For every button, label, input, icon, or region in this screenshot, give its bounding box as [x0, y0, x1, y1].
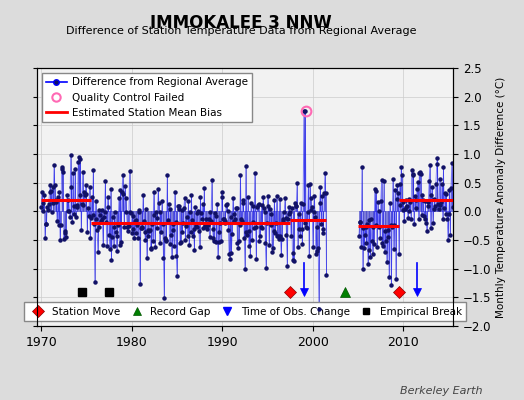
Text: IMMOKALEE 3 NNW: IMMOKALEE 3 NNW — [150, 14, 332, 32]
Legend: Station Move, Record Gap, Time of Obs. Change, Empirical Break: Station Move, Record Gap, Time of Obs. C… — [24, 302, 466, 321]
Text: Difference of Station Temperature Data from Regional Average: Difference of Station Temperature Data f… — [66, 26, 416, 36]
Text: Berkeley Earth: Berkeley Earth — [400, 386, 482, 396]
Y-axis label: Monthly Temperature Anomaly Difference (°C): Monthly Temperature Anomaly Difference (… — [496, 76, 506, 318]
